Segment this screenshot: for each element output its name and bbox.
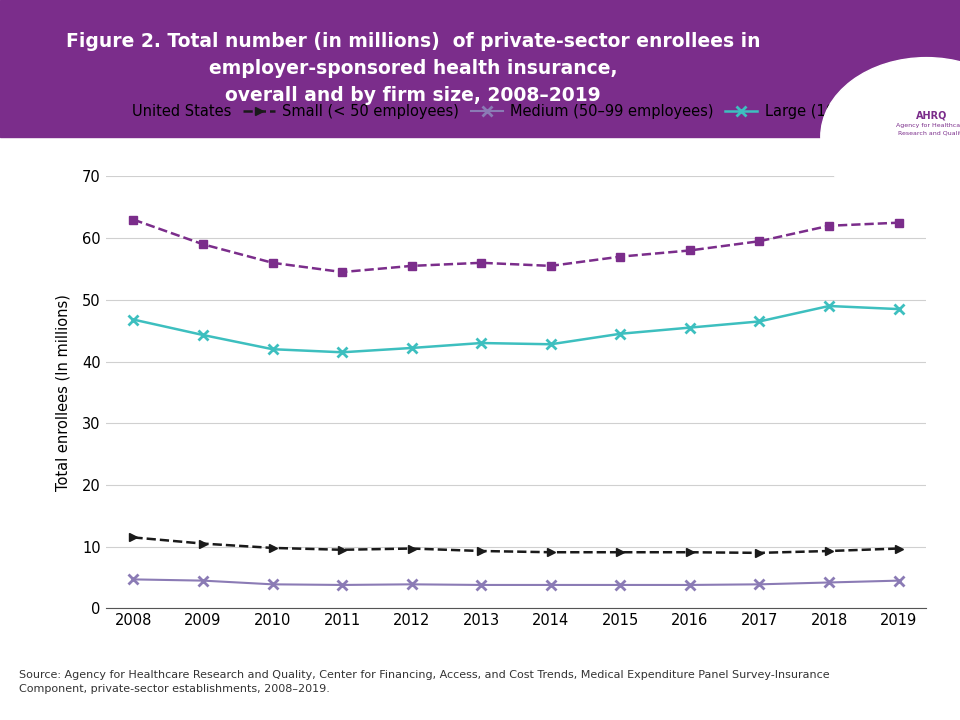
Medium (50–99 employees): [197, 576, 208, 585]
Small (< 50 employees): [128, 533, 139, 541]
United States: [475, 258, 487, 267]
Medium (50–99 employees): [128, 575, 139, 584]
Small (< 50 employees): [893, 544, 904, 553]
Large (100+ employees): [824, 302, 835, 310]
Text: Research and Quality: Research and Quality: [898, 131, 960, 135]
Large (100+ employees): [267, 345, 278, 354]
Small (< 50 employees): [197, 539, 208, 548]
United States: [684, 246, 696, 255]
Large (100+ employees): [475, 338, 487, 347]
Large (100+ employees): [336, 348, 348, 356]
Large (100+ employees): [614, 330, 626, 338]
Text: Figure 2. Total number (in millions)  of private-sector enrollees in
employer-sp: Figure 2. Total number (in millions) of …: [65, 32, 760, 105]
Medium (50–99 employees): [684, 580, 696, 589]
United States: [824, 222, 835, 230]
Medium (50–99 employees): [545, 580, 557, 589]
Medium (50–99 employees): [614, 580, 626, 589]
Medium (50–99 employees): [336, 580, 348, 589]
Small (< 50 employees): [545, 548, 557, 557]
Large (100+ employees): [893, 305, 904, 313]
United States: [406, 261, 418, 270]
Small (< 50 employees): [754, 549, 765, 557]
Small (< 50 employees): [336, 546, 348, 554]
Small (< 50 employees): [684, 548, 696, 557]
Small (< 50 employees): [475, 546, 487, 555]
United States: [128, 215, 139, 224]
Small (< 50 employees): [267, 544, 278, 552]
United States: [267, 258, 278, 267]
Line: Medium (50–99 employees): Medium (50–99 employees): [129, 575, 903, 590]
Y-axis label: Total enrollees (In millions): Total enrollees (In millions): [56, 294, 71, 491]
Small (< 50 employees): [614, 548, 626, 557]
Medium (50–99 employees): [893, 576, 904, 585]
Medium (50–99 employees): [475, 580, 487, 589]
Text: Agency for Healthcare: Agency for Healthcare: [896, 124, 960, 128]
Text: AHRQ: AHRQ: [916, 110, 947, 120]
United States: [545, 261, 557, 270]
Large (100+ employees): [684, 323, 696, 332]
United States: [614, 252, 626, 261]
Line: Small (< 50 employees): Small (< 50 employees): [130, 534, 902, 557]
Medium (50–99 employees): [754, 580, 765, 589]
Line: United States: United States: [130, 215, 902, 276]
United States: [197, 240, 208, 248]
United States: [893, 218, 904, 227]
Large (100+ employees): [128, 315, 139, 324]
United States: [336, 268, 348, 276]
Line: Large (100+ employees): Large (100+ employees): [129, 301, 903, 357]
Medium (50–99 employees): [824, 578, 835, 587]
Small (< 50 employees): [824, 546, 835, 555]
Large (100+ employees): [406, 343, 418, 352]
Legend: United States, Small (< 50 employees), Medium (50–99 employees), Large (100+ emp: United States, Small (< 50 employees), M…: [92, 104, 947, 119]
Medium (50–99 employees): [406, 580, 418, 589]
Large (100+ employees): [545, 340, 557, 348]
Large (100+ employees): [754, 317, 765, 325]
Medium (50–99 employees): [267, 580, 278, 589]
Text: Source: Agency for Healthcare Research and Quality, Center for Financing, Access: Source: Agency for Healthcare Research a…: [19, 670, 829, 693]
Small (< 50 employees): [406, 544, 418, 553]
United States: [754, 237, 765, 246]
Large (100+ employees): [197, 330, 208, 339]
